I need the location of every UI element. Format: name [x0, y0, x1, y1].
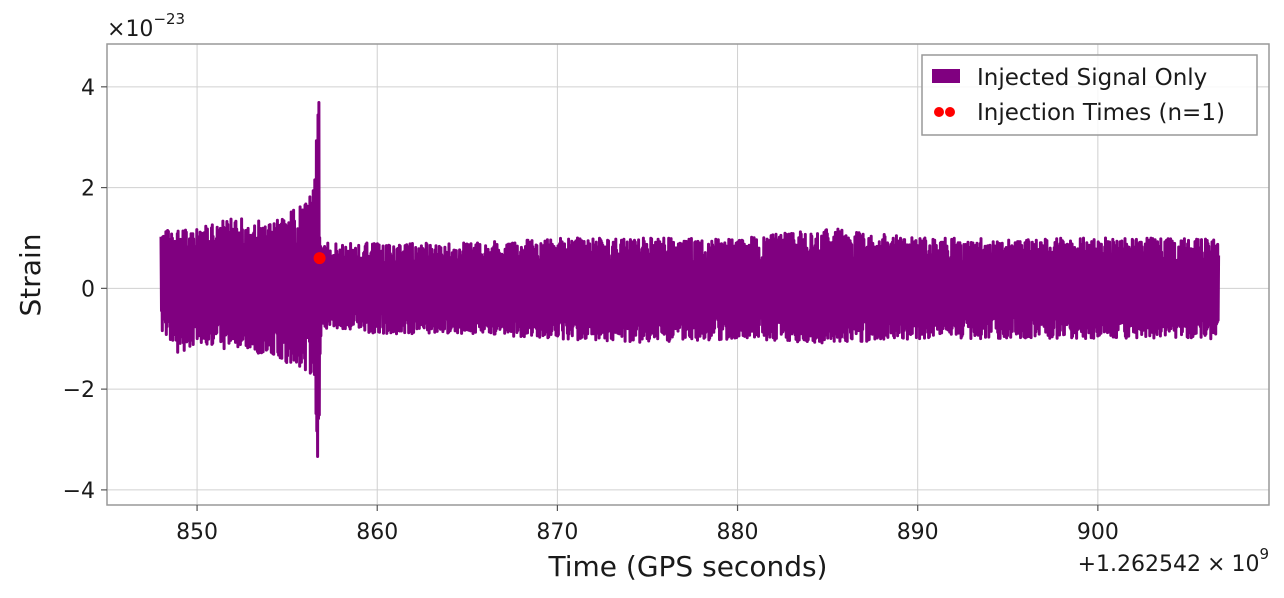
plot-area: [159, 101, 1221, 458]
y-scale-exponent: −23: [153, 10, 185, 28]
x-tick-label: 890: [897, 520, 939, 545]
axes-frame: [106, 43, 1270, 506]
x-tick-label: 860: [356, 520, 398, 545]
x-tick-label: 870: [536, 520, 578, 545]
y-scale-factor: ×10−23: [107, 10, 185, 42]
y-axis-ticks: −4 −2 0 2 4: [63, 76, 107, 504]
y-scale-base: 10: [125, 17, 153, 42]
injection-time-point: [313, 252, 326, 265]
x-axis-label: Time (GPS seconds): [548, 550, 828, 583]
legend-marker-injection-times-2: [945, 107, 955, 117]
legend: Injected Signal Only Injection Times (n=…: [921, 54, 1258, 136]
x-axis-ticks: 850 860 870 880 890 900: [176, 505, 1119, 545]
svg-text:+1.262542×109: +1.262542 × 109: [1078, 545, 1269, 577]
x-offset-factor: +1.262542 × 109: [1078, 545, 1269, 577]
x-offset-exponent: 9: [1259, 545, 1269, 563]
legend-marker-injection-times: [934, 107, 944, 117]
legend-swatch-injected-signal: [932, 69, 960, 83]
x-tick-label: 850: [176, 520, 218, 545]
x-tick-label: 880: [717, 520, 759, 545]
y-tick-label: −4: [63, 479, 95, 504]
legend-label-injection-times: Injection Times (n=1): [977, 100, 1225, 126]
series-injected-signal-core: [161, 166, 1219, 397]
y-tick-label: 0: [81, 277, 95, 302]
y-scale-times: ×: [107, 17, 125, 42]
y-tick-label: 2: [81, 177, 95, 202]
y-tick-label: −2: [63, 378, 95, 403]
x-offset-base: 10: [1231, 552, 1259, 577]
x-tick-label: 900: [1077, 520, 1119, 545]
svg-text:×10−23: ×10−23: [107, 10, 185, 42]
x-offset-times: ×: [1207, 552, 1225, 577]
legend-box: [921, 54, 1258, 136]
legend-label-injected-signal: Injected Signal Only: [977, 65, 1207, 91]
y-axis-label: Strain: [14, 234, 47, 317]
x-offset-value: +1.262542: [1078, 552, 1201, 577]
y-tick-label: 4: [81, 76, 95, 101]
